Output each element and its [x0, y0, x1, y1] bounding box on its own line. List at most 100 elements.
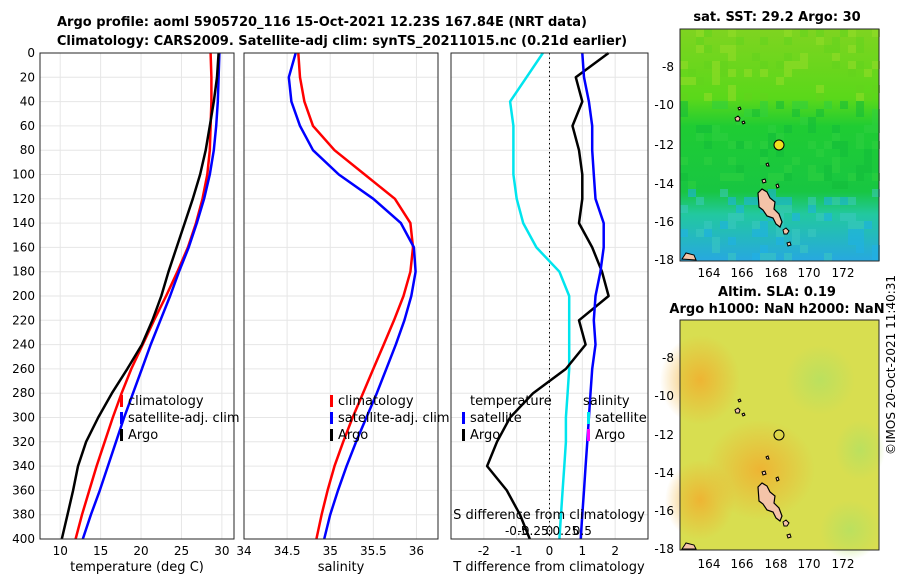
- y-tick-label: 120: [12, 192, 35, 206]
- legend-targo: Argo: [470, 428, 500, 443]
- series-satellite-adj-clim: [81, 52, 221, 540]
- x-tick-label: 36: [409, 544, 424, 558]
- sst-cell: [704, 229, 712, 237]
- x-tick-label: 20: [133, 544, 148, 558]
- sst-cell: [784, 69, 792, 77]
- sst-cell: [680, 109, 688, 117]
- sst-cell: [792, 61, 800, 69]
- map-lon-label: 172: [832, 266, 855, 280]
- sst-cell: [736, 205, 744, 213]
- y-tick-label: 300: [12, 411, 35, 425]
- sst-cell: [872, 253, 880, 261]
- sst-cell: [768, 173, 776, 181]
- sst-cell: [712, 101, 720, 109]
- map-lat-label: -18: [654, 253, 674, 267]
- map-lat-label: -18: [654, 542, 674, 556]
- sst-cell: [856, 93, 864, 101]
- sst-cell: [776, 101, 784, 109]
- sst-map-frame: [679, 28, 880, 262]
- sst-cell: [856, 45, 864, 53]
- sst-cell: [808, 125, 816, 133]
- sst-cell: [864, 221, 872, 229]
- sst-cell: [824, 45, 832, 53]
- sst-cell: [792, 101, 800, 109]
- sst-cell: [872, 173, 880, 181]
- sst-cell: [744, 197, 752, 205]
- sst-cell: [752, 253, 760, 261]
- sst-cell: [800, 245, 808, 253]
- sst-cell: [704, 125, 712, 133]
- x-tick-label: 35.5: [360, 544, 387, 558]
- sst-cell: [776, 197, 784, 205]
- sst-cell: [712, 77, 720, 85]
- sst-cell: [864, 93, 872, 101]
- series-climatology: [74, 52, 213, 540]
- map-lat-label: -12: [654, 138, 674, 152]
- sst-cell: [760, 149, 768, 157]
- sst-cell: [768, 189, 776, 197]
- map-ticks: 164 164 166 166 168 168 170 170 172 172 -8 -8 -10 -10…: [654, 60, 854, 571]
- sst-cell: [736, 165, 744, 173]
- sst-cell: [840, 101, 848, 109]
- legend-sargo: Argo: [595, 428, 625, 443]
- sst-cell: [864, 69, 872, 77]
- sst-cell: [712, 61, 720, 69]
- sst-cell: [688, 181, 696, 189]
- sst-cell: [840, 141, 848, 149]
- map-lat-label: -16: [654, 504, 674, 518]
- sst-cell: [728, 45, 736, 53]
- sst-cell: [752, 53, 760, 61]
- sst-cell: [704, 93, 712, 101]
- map-lon-label: 166: [731, 557, 754, 571]
- sst-cell: [848, 173, 856, 181]
- sst-cell: [696, 125, 704, 133]
- sst-cell: [800, 117, 808, 125]
- sst-cell: [720, 221, 728, 229]
- sst-cell: [856, 165, 864, 173]
- legend-swatch-sargo: [587, 429, 590, 441]
- map-lon-label: 168: [765, 266, 788, 280]
- sst-cell: [776, 61, 784, 69]
- map-lon-label: 170: [798, 557, 821, 571]
- sst-cell: [832, 165, 840, 173]
- sst-cell: [792, 109, 800, 117]
- x-tick-label: -2: [478, 544, 490, 558]
- sst-cell: [768, 141, 776, 149]
- y-tick-label: 360: [12, 483, 35, 497]
- sst-cell: [760, 69, 768, 77]
- sst-cell: [704, 141, 712, 149]
- sla-anomaly: [785, 345, 855, 415]
- y-tick-label: 320: [12, 435, 35, 449]
- sst-cell: [848, 29, 856, 37]
- sst-cell: [872, 29, 880, 37]
- sst-cell: [784, 205, 792, 213]
- sst-cell: [760, 253, 768, 261]
- sst-cell: [704, 157, 712, 165]
- sst-cell: [784, 61, 792, 69]
- sst-cell: [728, 173, 736, 181]
- sst-cell: [680, 101, 688, 109]
- sst-cell: [776, 205, 784, 213]
- sst-cell: [872, 189, 880, 197]
- difference-panel: -2 -1 0 1 2-0.5-0.250 0.250.5: [450, 51, 649, 558]
- sst-cell: [824, 213, 832, 221]
- series-satellite-adj-clim: [287, 52, 417, 540]
- sst-cell: [784, 29, 792, 37]
- sst-cell: [680, 77, 688, 85]
- sst-cell: [720, 61, 728, 69]
- t-diff-xlabel: T difference from climatology: [452, 560, 645, 575]
- sst-cell: [856, 237, 864, 245]
- sst-cell: [704, 221, 712, 229]
- legend-swatch-targo: [462, 429, 465, 441]
- y-tick-label: 400: [12, 532, 35, 546]
- y-tick-label: 60: [20, 119, 35, 133]
- series-temperature-argo: [485, 51, 610, 540]
- sst-cell: [824, 253, 832, 261]
- sst-cell: [832, 157, 840, 165]
- sst-cell: [760, 181, 768, 189]
- sla-map: [660, 319, 885, 560]
- x-tick-label-top: -0.5: [505, 524, 528, 538]
- sst-cell: [872, 109, 880, 117]
- salinity-panel: 34 34.5 35 35.5 36: [236, 52, 439, 558]
- sst-cell: [840, 213, 848, 221]
